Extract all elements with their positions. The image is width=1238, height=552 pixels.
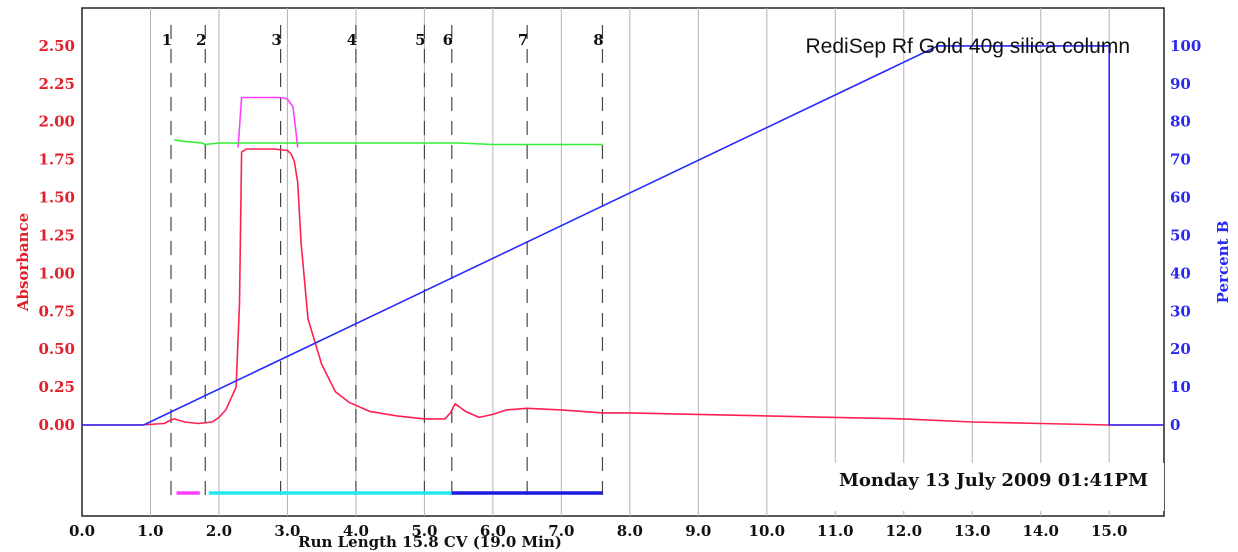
series-line-green_trace [174,139,603,146]
data-series [82,45,1164,426]
fraction-number-label: 1 [162,31,172,49]
x-tick-label: 12.0 [885,522,922,540]
fraction-number-label: 2 [196,31,206,49]
y-left-tick-label: 0.00 [38,416,75,434]
y-left-tick-label: 0.75 [38,302,75,320]
fraction-number-label: 5 [415,31,425,49]
y-left-tick-label: 0.50 [38,340,75,358]
series-line-blue_trace [82,45,1164,426]
y-right-tick-label: 0 [1170,416,1180,434]
x-tick-label: 1.0 [137,522,163,540]
y-left-tick-label: 1.25 [38,226,75,244]
x-tick-label: 10.0 [749,522,786,540]
fraction-number-label: 6 [443,31,453,49]
x-tick-label: 9.0 [685,522,711,540]
series-line-red_trace [82,148,1164,426]
plot-frame [81,7,1165,517]
x-tick-label: 11.0 [817,522,854,540]
y-right-tick-label: 50 [1170,226,1191,244]
y-axis-right-title: Percent B [1214,221,1232,304]
x-tick-label: 8.0 [617,522,643,540]
y-right-tick-label: 40 [1170,264,1191,282]
y-left-tick-label: 1.75 [38,151,75,169]
series-line-magenta_trace [237,96,299,148]
fraction-number-label: 7 [518,31,528,49]
x-tick-label: 5.0 [411,522,437,540]
tick-labels: 0.0 1.0 2.0 3.0 4.0 5.0 6.0 7.0 8.0 9.0 10.0 11.0 12… [38,37,1201,540]
y-right-tick-label: 70 [1170,151,1191,169]
fraction-number-label: 3 [271,31,281,49]
y-right-tick-label: 20 [1170,340,1191,358]
y-right-tick-label: 10 [1170,378,1191,396]
y-axis-left-title: Absorbance [14,213,32,312]
fraction-number-label: 8 [593,31,603,49]
y-left-tick-label: 1.00 [38,264,75,282]
x-tick-label: 0.0 [69,522,95,540]
x-tick-label: 2.0 [206,522,232,540]
y-right-tick-label: 80 [1170,113,1191,131]
y-left-tick-label: 2.50 [38,37,75,55]
y-right-tick-label: 90 [1170,75,1191,93]
x-tick-label: 15.0 [1091,522,1128,540]
x-tick-label: 13.0 [954,522,991,540]
timestamp-box [780,463,1164,511]
y-left-tick-label: 0.25 [38,378,75,396]
x-tick-label: 6.0 [480,522,506,540]
y-left-tick-label: 2.00 [38,113,75,131]
y-right-tick-label: 30 [1170,302,1191,320]
y-right-tick-label: 60 [1170,189,1191,207]
run-timestamp: Monday 13 July 2009 01:41PM [839,470,1148,491]
y-left-tick-label: 2.25 [38,75,75,93]
x-tick-label: 3.0 [274,522,300,540]
y-right-tick-label: 100 [1170,37,1201,55]
x-tick-label: 4.0 [343,522,369,540]
fraction-number-label: 4 [347,31,357,49]
y-left-tick-label: 1.50 [38,189,75,207]
x-tick-label: 7.0 [548,522,574,540]
x-tick-label: 14.0 [1022,522,1059,540]
x-axis-title: Run Length 15.8 CV (19.0 Min) [298,533,562,551]
chart-title: RediSep Rf Gold 40g silica column [806,35,1131,58]
gridlines [149,8,1110,516]
